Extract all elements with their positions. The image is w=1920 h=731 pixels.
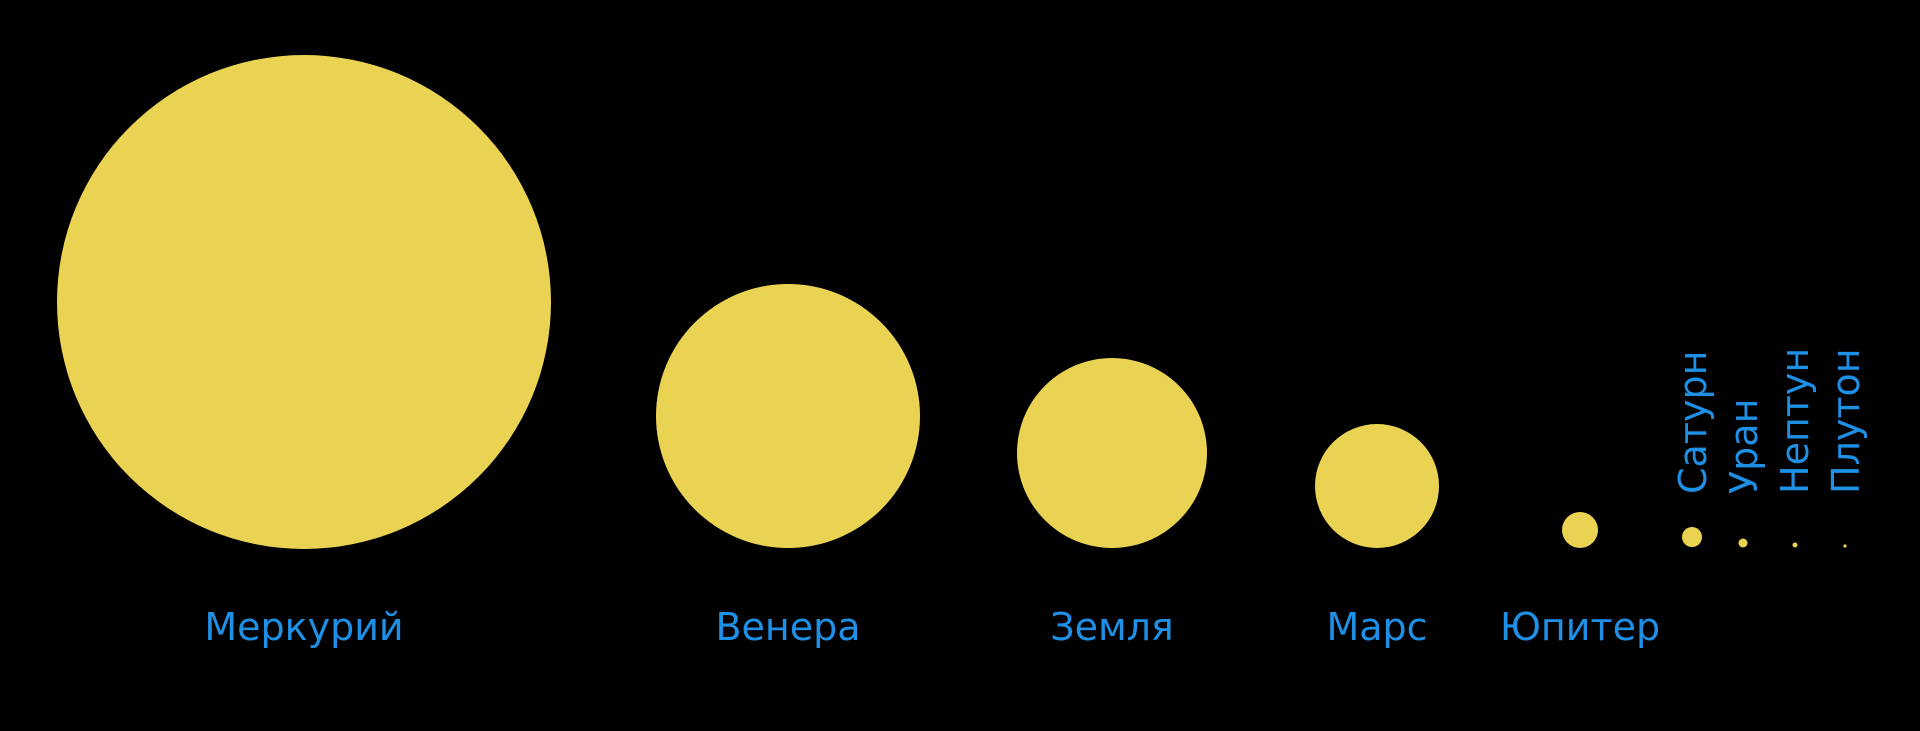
planet-disc-venus <box>656 284 920 548</box>
planet-label-jupiter: Юпитер <box>1500 605 1660 649</box>
planet-label-earth: Земля <box>1050 605 1174 649</box>
planet-label-mars: Марс <box>1326 605 1427 649</box>
planet-mars: Марс <box>1315 424 1439 649</box>
planet-label-mercury: Меркурий <box>204 605 403 649</box>
planet-label-pluto: Плутон <box>1824 348 1868 494</box>
planet-uranus: Уран <box>1722 399 1766 548</box>
planet-label-uranus: Уран <box>1722 399 1766 494</box>
planet-disc-mercury <box>57 55 551 549</box>
planet-disc-jupiter <box>1562 512 1598 548</box>
planet-neptune: Нептун <box>1773 348 1817 548</box>
planet-label-venus: Венера <box>715 605 860 649</box>
planet-disc-earth <box>1017 358 1207 548</box>
planet-saturn: Сатурн <box>1671 351 1715 547</box>
planet-venus: Венера <box>656 284 920 649</box>
planet-jupiter: Юпитер <box>1500 512 1660 649</box>
planet-pluto: Плутон <box>1824 348 1868 548</box>
planet-label-saturn: Сатурн <box>1671 351 1715 494</box>
planet-disc-saturn <box>1682 527 1702 547</box>
planet-disc-uranus <box>1738 538 1748 548</box>
planet-disc-mars <box>1315 424 1439 548</box>
planet-earth: Земля <box>1017 358 1207 649</box>
planet-disc-pluto <box>1843 544 1847 548</box>
planet-label-neptune: Нептун <box>1773 348 1817 494</box>
planet-disc-neptune <box>1792 542 1798 548</box>
planet-mercury: Меркурий <box>57 55 551 649</box>
